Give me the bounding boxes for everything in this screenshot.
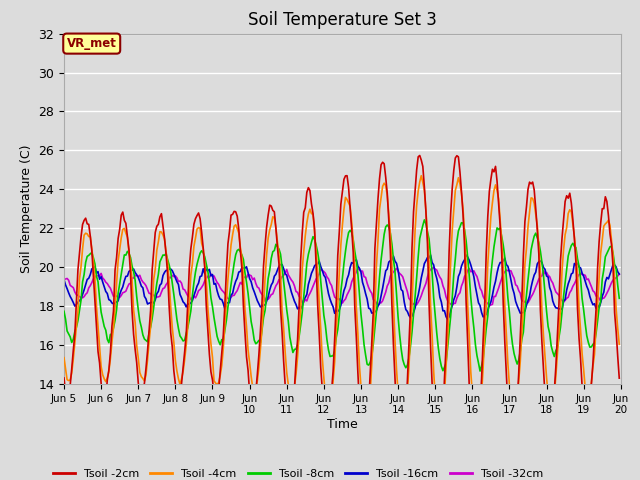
Tsoil -8cm xyxy=(420,217,428,223)
Tsoil -16cm xyxy=(444,316,451,322)
Tsoil -16cm xyxy=(616,271,623,277)
Tsoil -8cm xyxy=(476,368,484,374)
Tsoil -8cm xyxy=(253,340,261,346)
Tsoil -8cm xyxy=(303,261,310,266)
Tsoil -4cm xyxy=(417,173,425,179)
Tsoil -4cm xyxy=(616,341,623,347)
Tsoil -16cm xyxy=(244,270,252,276)
Tsoil -32cm xyxy=(588,284,595,289)
Tsoil -2cm xyxy=(588,381,595,386)
Tsoil -4cm xyxy=(436,436,444,442)
Tsoil -8cm xyxy=(226,294,234,300)
Tsoil -16cm xyxy=(588,298,595,304)
Tsoil -4cm xyxy=(588,379,595,385)
Tsoil -8cm xyxy=(60,309,68,314)
Tsoil -8cm xyxy=(128,263,136,269)
Tsoil -8cm xyxy=(588,344,595,350)
Tsoil -2cm xyxy=(616,375,623,381)
Tsoil -32cm xyxy=(253,284,261,290)
Tsoil -2cm xyxy=(128,308,136,314)
Tsoil -32cm xyxy=(244,271,252,277)
Tsoil -32cm xyxy=(60,276,68,282)
Tsoil -32cm xyxy=(616,271,623,277)
Tsoil -16cm xyxy=(226,300,234,305)
Tsoil -2cm xyxy=(303,190,310,195)
Tsoil -32cm xyxy=(430,264,438,270)
Title: Soil Temperature Set 3: Soil Temperature Set 3 xyxy=(248,11,437,29)
Tsoil -16cm xyxy=(427,252,435,258)
Line: Tsoil -4cm: Tsoil -4cm xyxy=(64,176,620,439)
Tsoil -16cm xyxy=(253,298,261,303)
Tsoil -2cm xyxy=(226,228,234,234)
Tsoil -32cm xyxy=(128,275,136,281)
Tsoil -8cm xyxy=(244,290,252,296)
Line: Tsoil -16cm: Tsoil -16cm xyxy=(64,255,620,319)
Tsoil -4cm xyxy=(303,220,310,226)
Legend: Tsoil -2cm, Tsoil -4cm, Tsoil -8cm, Tsoil -16cm, Tsoil -32cm: Tsoil -2cm, Tsoil -4cm, Tsoil -8cm, Tsoi… xyxy=(49,465,547,480)
Tsoil -4cm xyxy=(60,355,68,360)
Tsoil -2cm xyxy=(433,456,440,461)
Tsoil -4cm xyxy=(128,277,136,283)
Tsoil -16cm xyxy=(303,291,310,297)
Tsoil -2cm xyxy=(244,367,252,373)
Line: Tsoil -32cm: Tsoil -32cm xyxy=(64,267,620,306)
Tsoil -4cm xyxy=(253,378,261,384)
Tsoil -32cm xyxy=(486,303,493,309)
Tsoil -4cm xyxy=(226,259,234,265)
Tsoil -32cm xyxy=(226,296,234,302)
Tsoil -2cm xyxy=(60,375,68,381)
Tsoil -32cm xyxy=(303,298,310,304)
Tsoil -16cm xyxy=(60,277,68,283)
Tsoil -8cm xyxy=(616,295,623,301)
Tsoil -2cm xyxy=(253,372,261,377)
Tsoil -16cm xyxy=(128,267,136,273)
Y-axis label: Soil Temperature (C): Soil Temperature (C) xyxy=(20,144,33,273)
X-axis label: Time: Time xyxy=(327,418,358,431)
Line: Tsoil -8cm: Tsoil -8cm xyxy=(64,220,620,371)
Tsoil -2cm xyxy=(416,153,424,158)
Tsoil -4cm xyxy=(244,347,252,353)
Text: VR_met: VR_met xyxy=(67,37,116,50)
Line: Tsoil -2cm: Tsoil -2cm xyxy=(64,156,620,458)
